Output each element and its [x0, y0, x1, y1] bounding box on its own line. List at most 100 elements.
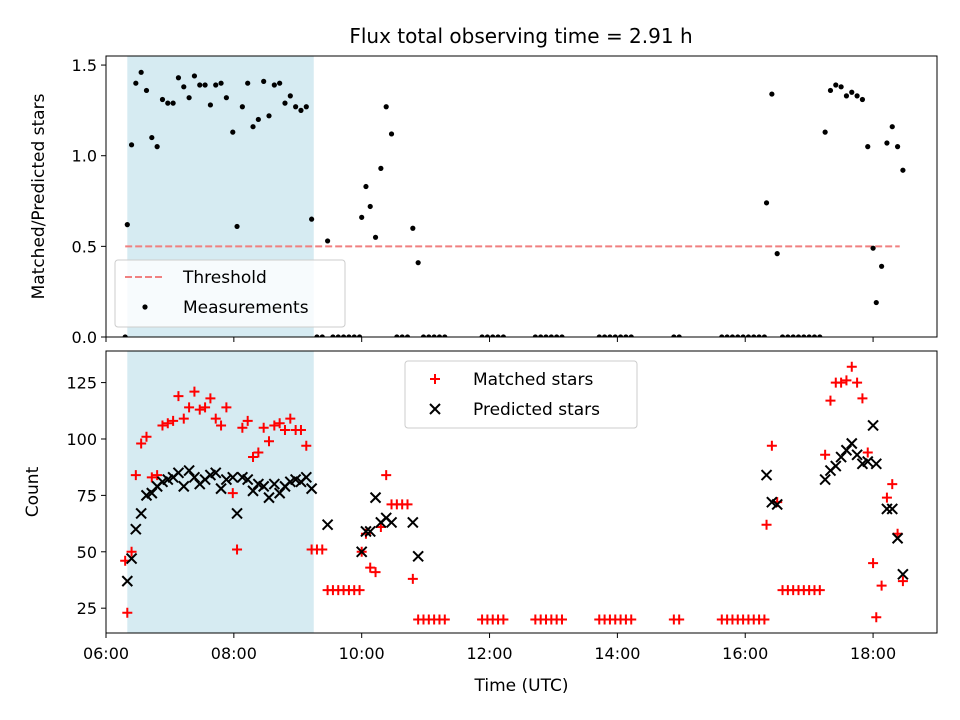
data-point — [846, 361, 857, 372]
data-point — [162, 418, 173, 429]
data-point — [836, 377, 847, 388]
data-point — [404, 334, 411, 337]
data-point — [210, 413, 221, 424]
data-point — [168, 415, 179, 426]
data-point — [188, 471, 201, 484]
data-point — [876, 580, 887, 591]
data-point — [355, 546, 368, 558]
data-point — [819, 473, 831, 486]
data-point — [205, 393, 216, 404]
legend-label: Threshold — [182, 268, 267, 288]
data-point — [227, 471, 239, 484]
data-point — [242, 415, 253, 426]
data-point — [216, 420, 227, 431]
plot-area — [122, 69, 906, 337]
data-point — [126, 546, 137, 557]
data-point — [865, 144, 871, 150]
data-point — [356, 334, 363, 337]
data-point — [790, 334, 796, 337]
data-point — [745, 334, 752, 337]
data-point — [309, 216, 315, 222]
data-point — [277, 80, 283, 86]
data-point — [500, 334, 506, 337]
data-point — [269, 420, 280, 431]
data-point — [172, 467, 185, 479]
data-point — [271, 82, 277, 88]
data-point — [873, 299, 879, 306]
data-point — [868, 558, 879, 569]
data-point — [295, 424, 306, 435]
data-point — [364, 525, 376, 538]
data-point — [596, 334, 602, 337]
data-point — [751, 334, 757, 337]
data-point — [268, 478, 281, 490]
data-point — [261, 78, 267, 84]
data-point — [760, 469, 773, 481]
data-point — [241, 473, 254, 486]
data-point — [830, 460, 842, 472]
data-point — [133, 80, 139, 86]
data-point — [822, 129, 828, 135]
data-point — [285, 413, 296, 424]
data-point — [221, 402, 232, 413]
data-point — [490, 334, 496, 337]
data-point — [264, 436, 275, 447]
data-point — [806, 334, 812, 337]
data-point — [785, 334, 791, 337]
data-point — [363, 183, 369, 190]
data-point — [128, 142, 135, 148]
data-point — [827, 87, 834, 94]
data-point — [843, 93, 850, 99]
data-point — [301, 440, 312, 451]
data-point — [330, 334, 336, 337]
data-point — [871, 612, 882, 623]
data-point — [178, 480, 190, 493]
data-point — [886, 503, 898, 515]
legend-predicted-swatch — [429, 403, 441, 415]
data-point — [369, 491, 382, 504]
data-point — [817, 334, 823, 337]
data-point — [498, 614, 509, 625]
data-point — [859, 96, 866, 103]
data-point — [891, 532, 904, 544]
data-point — [851, 449, 863, 461]
data-point — [394, 334, 400, 337]
data-point — [121, 575, 134, 587]
data-point — [335, 334, 341, 337]
y-tick-label: 1.0 — [72, 147, 97, 166]
data-point — [415, 260, 421, 266]
data-point — [602, 334, 608, 337]
data-point — [213, 82, 219, 88]
y-tick-label: 75 — [77, 486, 97, 505]
data-point — [258, 422, 269, 433]
y-tick-label: 25 — [77, 599, 97, 618]
data-point — [811, 334, 818, 337]
data-point — [317, 544, 328, 555]
data-point — [897, 568, 909, 581]
data-point — [887, 479, 898, 490]
panel-top: 0.0 0.5 1.0 1.5 Matched/Predicted stars Thres… — [29, 55, 938, 347]
data-point — [367, 203, 373, 210]
data-point — [159, 96, 166, 103]
data-point — [763, 200, 770, 206]
data-point — [671, 334, 677, 337]
data-point — [740, 334, 746, 337]
data-point — [617, 334, 624, 337]
data-point — [735, 334, 741, 337]
data-point — [250, 124, 256, 130]
data-point — [724, 334, 730, 337]
data-point — [795, 334, 802, 337]
data-point — [130, 523, 142, 535]
data-point — [314, 334, 320, 337]
data-point — [319, 334, 325, 337]
data-point — [862, 447, 873, 458]
data-point — [554, 334, 560, 337]
observing-interval-shade — [127, 351, 314, 633]
data-point — [279, 424, 290, 435]
data-point — [838, 84, 844, 90]
data-point — [439, 614, 450, 625]
y-tick-label: 1.5 — [72, 56, 97, 75]
data-point — [191, 73, 198, 79]
data-point — [202, 82, 208, 88]
data-point — [141, 431, 152, 442]
